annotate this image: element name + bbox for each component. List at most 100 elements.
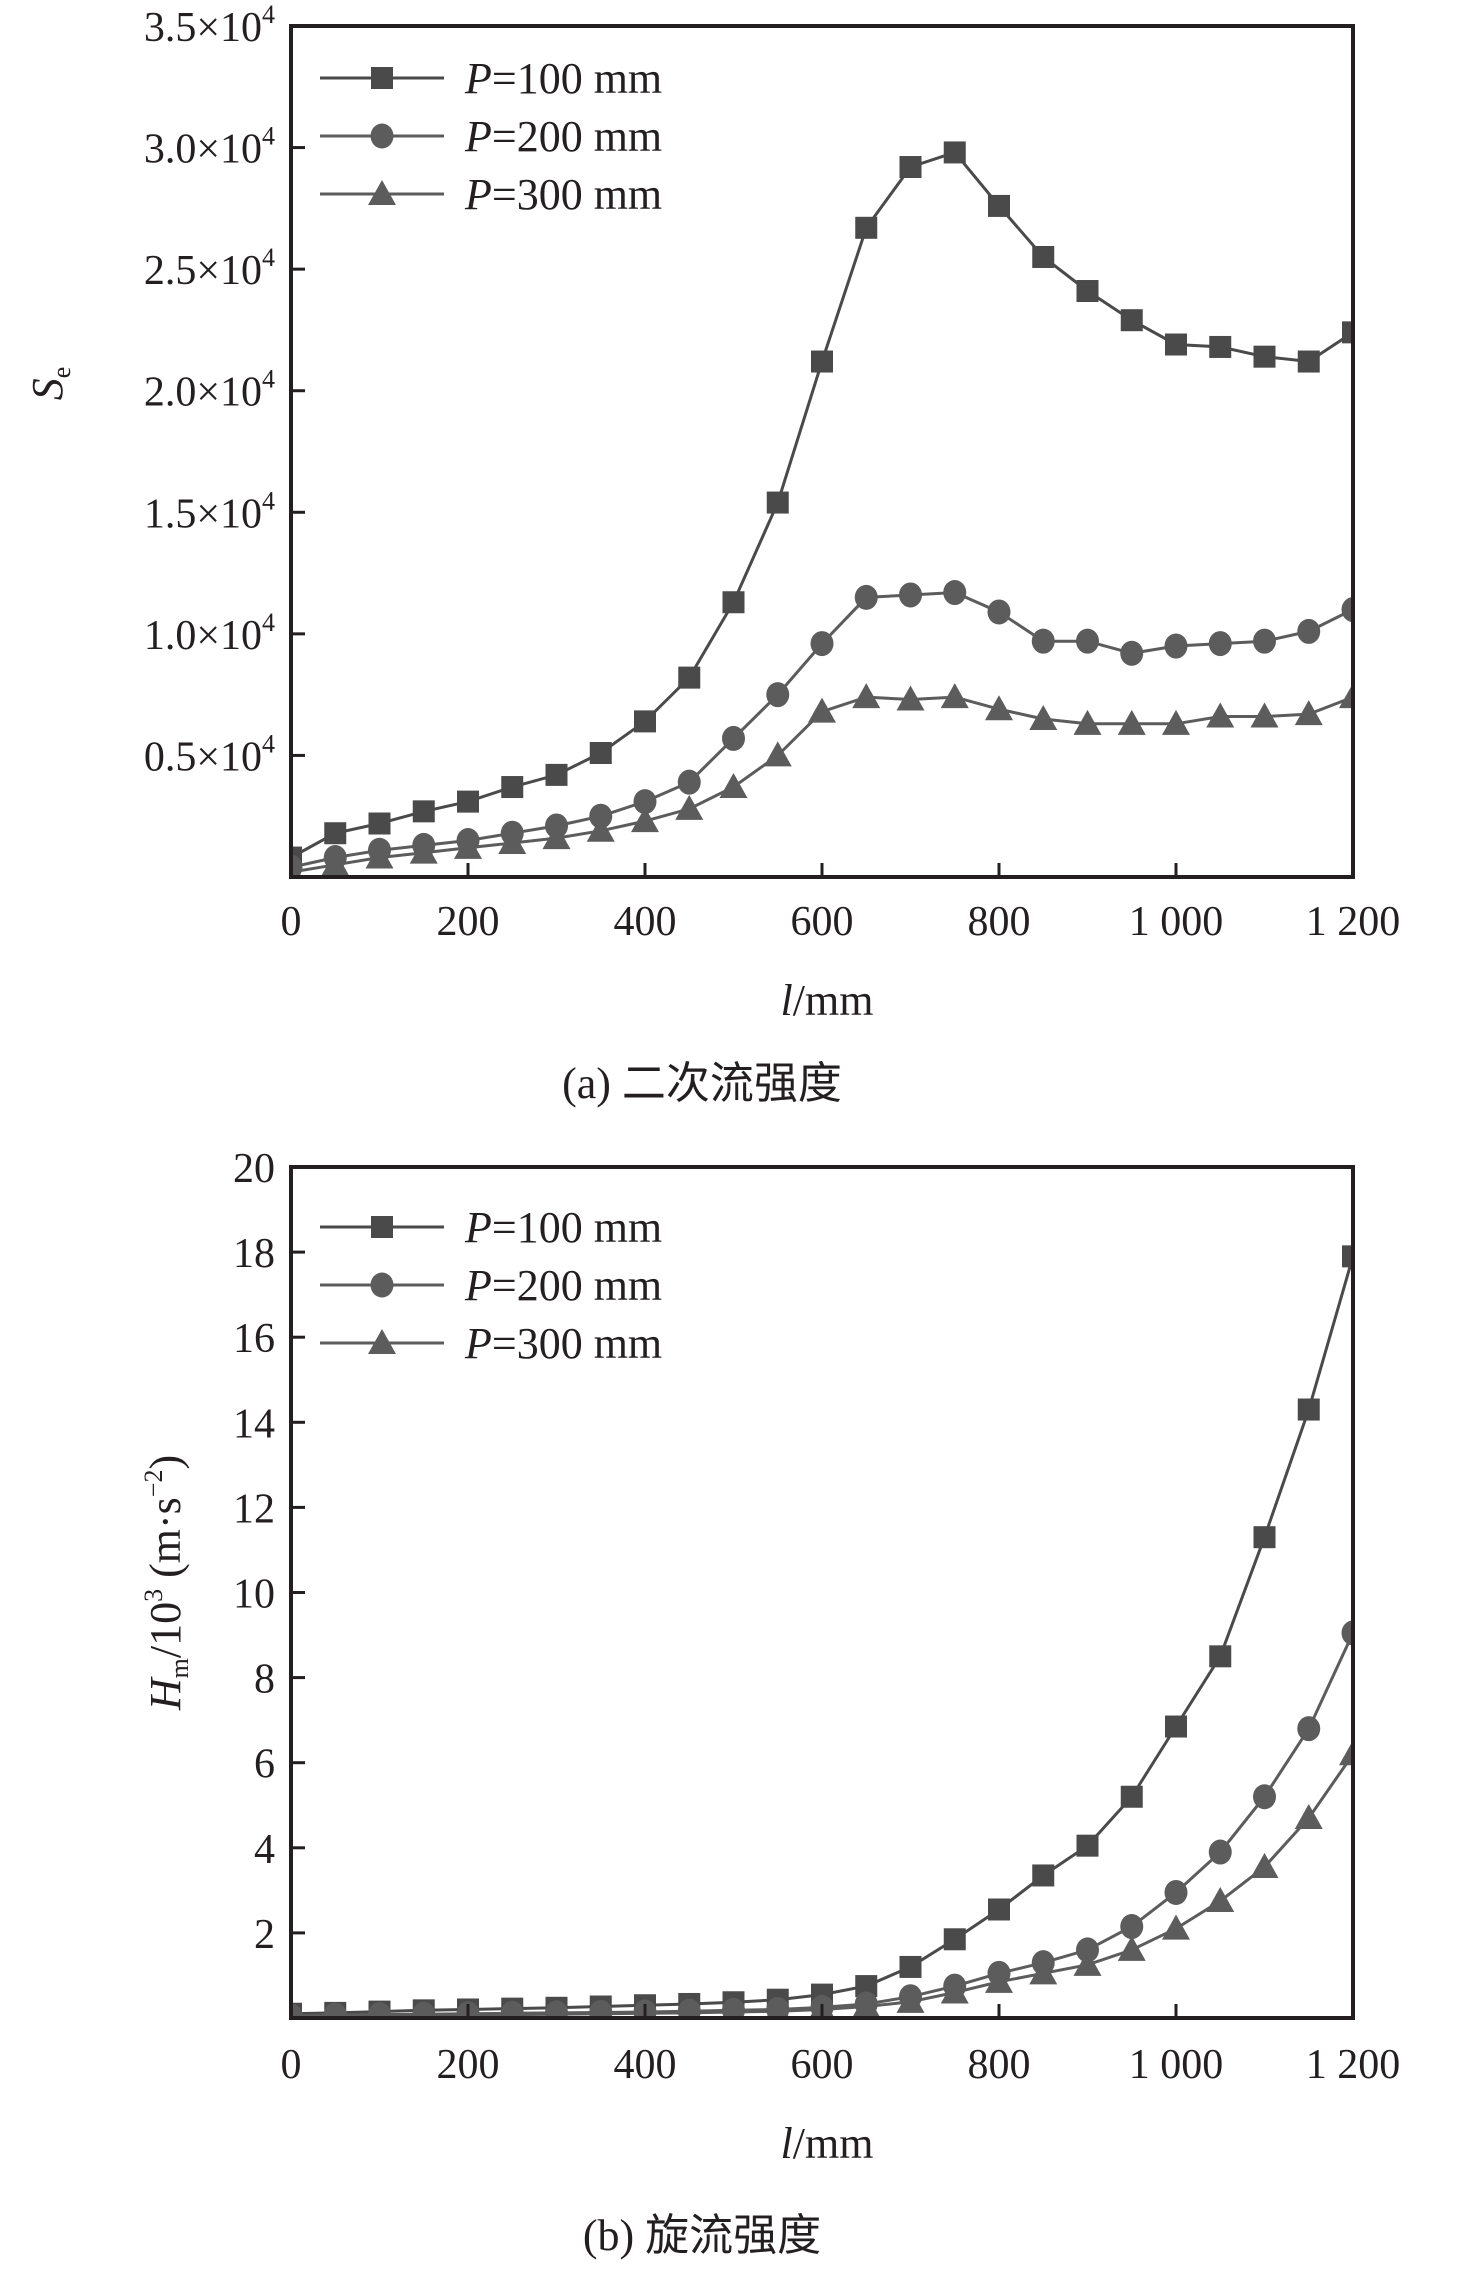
x-tick-label: 0 [281, 899, 302, 945]
figure-caption: (a) 二次流强度 [562, 1059, 842, 1108]
x-tick-label: 600 [791, 2042, 854, 2088]
legend-item: P=300 mm [320, 1319, 662, 1368]
y-tick-mantissa: 2.5×10 [144, 248, 262, 294]
data-point-triangle [546, 2000, 567, 2018]
data-point-triangle [1029, 704, 1058, 730]
x-tick-label: 800 [968, 2042, 1031, 2088]
legend-label: P=100 mm [464, 54, 662, 103]
data-point-circle [1341, 1620, 1353, 1646]
data-point-triangle [498, 828, 527, 854]
data-point-square [722, 591, 745, 614]
data-point-square [855, 1975, 878, 1998]
data-point-circle [1208, 631, 1232, 657]
data-point-triangle [852, 683, 881, 709]
y-tick-label: 0.5×104 [144, 729, 275, 780]
data-point-circle [1208, 1839, 1232, 1865]
legend-label-var: P [464, 112, 492, 161]
data-point-triangle [763, 741, 792, 767]
legend-label-var: P [464, 1203, 492, 1252]
data-point-triangle [586, 816, 615, 842]
legend-triangle-icon [368, 180, 396, 205]
y-axis-label: Hm/103 (m·s−2) [139, 1455, 194, 1711]
y-tick-exponent: 4 [262, 729, 275, 758]
y-axis-label-sub: e [47, 367, 76, 379]
data-point-triangle [409, 838, 438, 864]
data-point-triangle [414, 2001, 434, 2018]
y-tick-label: 16 [233, 1316, 275, 1362]
x-axis-label-unit: /mm [793, 2119, 874, 2168]
data-point-circle [854, 584, 878, 610]
y-axis-label-unit: (m·s [141, 1497, 190, 1589]
legend-label: P=100 mm [464, 1203, 662, 1252]
series-line-p100 [291, 1255, 1353, 2016]
y-tick-label: 12 [233, 1486, 275, 1532]
x-axis-label-unit: /mm [793, 976, 874, 1025]
x-tick-label: 200 [437, 899, 500, 945]
data-point-square [589, 741, 612, 764]
data-point-square [988, 1898, 1010, 1921]
legend-label-value: =100 mm [492, 54, 662, 103]
data-point-triangle [896, 1987, 925, 2013]
data-point-triangle [365, 843, 394, 869]
data-point-triangle [1162, 709, 1190, 735]
y-axis-label: Se [23, 367, 76, 401]
data-point-triangle [678, 1998, 700, 2018]
data-point-square [943, 141, 966, 164]
data-point-triangle [719, 773, 748, 799]
data-point-circle [1031, 628, 1055, 654]
data-point-square [1165, 1715, 1187, 1738]
legend-circle-icon [370, 1272, 394, 1298]
y-tick-label: 3.0×104 [144, 122, 275, 173]
data-point-square [1076, 1834, 1099, 1857]
legend-square-icon [371, 1216, 393, 1238]
data-point-triangle [590, 1999, 611, 2018]
y-axis-label-var: H [141, 1676, 190, 1711]
legend-label: P=200 mm [464, 1261, 662, 1310]
data-point-square [1165, 333, 1187, 356]
data-point-triangle [940, 1978, 969, 2004]
series-line-p300 [291, 1753, 1353, 2018]
data-point-square [634, 710, 656, 733]
legend-label-var: P [464, 54, 492, 103]
data-point-square [1297, 1398, 1320, 1421]
plot-frame [289, 1165, 1355, 2020]
data-point-circle [722, 725, 745, 751]
legend-item: P=100 mm [320, 1203, 662, 1252]
data-point-circle [1253, 628, 1276, 654]
data-point-circle [1297, 618, 1321, 644]
y-tick-mantissa: 3.5×10 [144, 5, 262, 51]
data-point-square [899, 1955, 922, 1978]
y-tick-exponent: 4 [262, 486, 275, 515]
legend-label: P=300 mm [464, 170, 662, 219]
legend-square-icon [371, 67, 393, 89]
data-point-square [943, 1928, 966, 1951]
x-tick-label: 1 000 [1129, 899, 1224, 945]
y-tick-label: 20 [233, 1146, 275, 1192]
chart-secondary-flow-intensity: 0 200 400 600 800 1 000 1 2000.5×1041.0×1041.5… [23, 0, 1400, 1108]
chart-swirl-intensity: 0 200 400 600 800 1 000 1 200 2 4 6 8 10 12 14 16 18 20 l… [139, 1146, 1400, 2260]
legend-item: P=300 mm [320, 170, 662, 219]
x-tick-label: 400 [614, 899, 677, 945]
data-point-triangle [808, 697, 836, 723]
x-tick-label: 1 200 [1306, 2042, 1401, 2088]
legend-label-value: =200 mm [492, 112, 662, 161]
data-point-triangle [291, 858, 302, 877]
data-point-circle [633, 789, 657, 815]
legend-label-var: P [464, 1261, 492, 1310]
data-point-circle [1164, 633, 1188, 659]
series-group [291, 141, 1353, 877]
data-point-triangle [675, 794, 704, 820]
data-point-triangle [1206, 1886, 1235, 1912]
data-point-circle [1164, 1879, 1188, 1905]
x-tick-label: 600 [791, 899, 854, 945]
y-tick-label: 10 [233, 1572, 275, 1618]
y-tick-exponent: 4 [262, 122, 275, 151]
data-point-circle [943, 580, 967, 606]
data-point-square [988, 194, 1010, 217]
x-tick-label: 400 [614, 2042, 677, 2088]
y-axis-label-sub: m [165, 1658, 194, 1678]
legend-label-value: =200 mm [492, 1261, 662, 1310]
data-point-circle [1076, 628, 1099, 654]
data-point-triangle [502, 2000, 522, 2018]
y-axis-label-var: S [23, 378, 72, 400]
